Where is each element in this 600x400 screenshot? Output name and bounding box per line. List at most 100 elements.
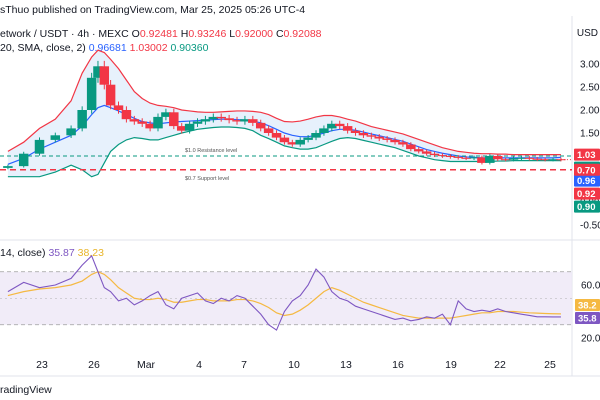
bb-upper-value: 1.03002 [129,42,168,54]
bollinger-lower-line [7,126,561,178]
ohlc-close: 0.92088 [283,28,322,40]
candle-body [184,123,195,131]
currency-label[interactable]: USD [576,28,598,39]
rsi-line [7,254,561,331]
x-tick-label: Mar [137,359,156,371]
candle-body [113,105,124,110]
candle-body [295,139,305,145]
candle-body [453,156,463,158]
candle-body [216,116,226,119]
candle-body [271,133,282,138]
candle-body [398,142,408,145]
price-tag-label: 0.96 [577,176,596,187]
price-tag [574,174,600,187]
candle-body [406,144,416,150]
rsi-label: 14, close) [0,247,46,259]
candle-body [279,137,290,143]
candle-body [66,128,76,136]
x-tick-label: 19 [445,359,457,371]
x-tick-label: 22 [494,359,506,371]
candle-body [382,138,392,140]
candle-body [105,84,116,106]
ohlc-low: 0.92000 [235,28,274,40]
candle-body [145,123,155,129]
rsi-tick-label: 20.00 [581,334,600,345]
candle-body [524,157,535,159]
rsi-tag [575,299,600,311]
candle-body [540,159,550,161]
rsi-tag-label: 35.8 [578,314,597,325]
candle-body [311,133,321,138]
candle-body [287,142,298,145]
ohlc-high: 0.93246 [188,28,227,40]
candle-body [129,119,140,122]
rsi-ma-value: 38.23 [77,247,104,259]
candle-body [500,159,511,161]
candle-body [319,128,329,133]
price-tag-label: 0.90 [577,202,596,213]
candle-body [485,156,495,163]
candle-body [508,158,519,160]
candle-body [327,123,337,129]
candle-body [445,156,456,157]
candle-body [342,126,353,131]
candle-body [429,153,440,156]
candle-body [3,166,13,168]
candle-body [161,112,171,117]
level-label: $0.7 Support level [185,176,229,182]
x-tick-label: 13 [340,359,352,371]
rsi-legend: 14, close) 35.87 38.23 [0,247,104,259]
symbol-legend: etwork / USDT · 4h · MEXC O0.92481 H0.93… [0,28,322,40]
candle-body [248,119,258,123]
x-tick-label: 16 [392,359,404,371]
x-tick-label: 4 [196,359,202,371]
candle-body [255,122,266,129]
candle-body [437,155,448,157]
candle-body [34,139,45,154]
candle-body [18,153,29,167]
rsi-value: 35.87 [48,247,75,259]
candle-body [263,128,274,133]
candle-body [366,135,377,137]
price-tag [574,200,600,213]
candle-body [232,120,242,122]
price-tick-label: 2.500 [580,83,600,94]
candle-body [350,130,361,133]
bollinger-legend: 20, SMA, close, 2) 0.96681 1.03002 0.903… [0,42,208,54]
candle-body [516,157,527,159]
candle-body [532,158,542,160]
candle-body [334,123,345,127]
published-caption: sThuo published on TradingView.com, Mar … [0,4,306,16]
candle-body [358,133,369,136]
price-tick-label: 1.500 [580,129,600,140]
candle-body [169,112,179,127]
candle-body [200,119,211,122]
tradingview-footer: radingView [0,384,52,396]
bb-lower-value: 0.90360 [170,42,209,54]
bollinger-fill [7,50,561,177]
x-tick-label: 7 [241,359,247,371]
price-tag [574,163,600,176]
candle-body [121,110,132,120]
price-tick-label: 3.000 [580,60,600,71]
candle-body [86,77,97,110]
bollinger-label: 20, SMA, close, 2) [0,42,86,54]
candle-body [390,139,400,143]
candle-body [303,137,313,140]
symbol-name: etwork / USDT · 4h · MEXC [0,28,129,40]
level-label: $1.0 Resistance level [185,148,237,154]
candle-body [208,116,219,120]
candle-body [421,151,432,154]
ohlc-open: 0.92481 [139,28,178,40]
candle-body [461,157,471,159]
candle-body [548,159,558,161]
price-tag [574,148,600,161]
rsi-tag [575,312,600,324]
candle-body [93,66,103,78]
price-tag-label: 0.70 [577,165,596,176]
candle-body [99,66,110,85]
price-tag [574,187,600,200]
candle-body [477,157,487,163]
price-tag-label: 0.92 [577,189,596,200]
